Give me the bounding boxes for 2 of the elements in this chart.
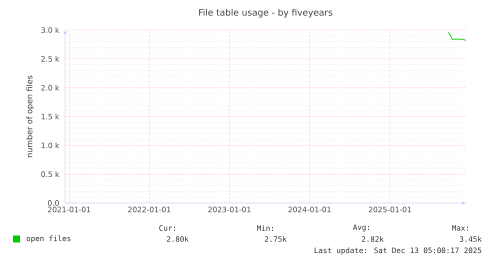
chart-title: File table usage - by fiveyears (199, 8, 332, 18)
line-series (448, 32, 466, 41)
